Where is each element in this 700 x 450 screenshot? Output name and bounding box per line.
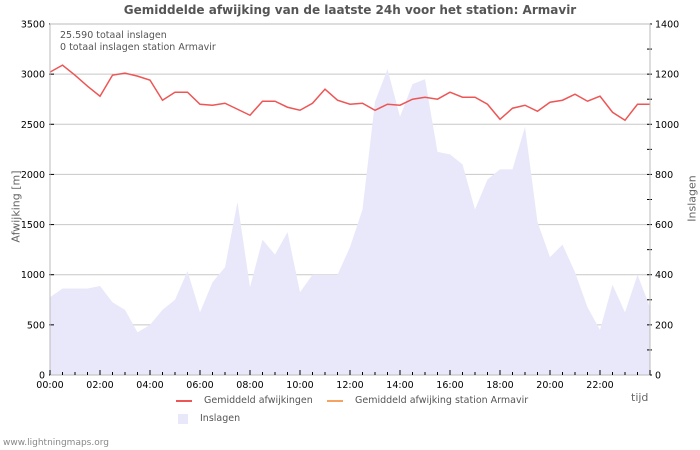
legend-item-inslagen[interactable]: Inslagen [175,413,240,424]
chart-title: Gemiddelde afwijking van de laatste 24h … [123,3,577,17]
svg-text:2500: 2500 [21,120,45,131]
legend-swatch-red-line [176,399,192,402]
legend-item-station-afwijking[interactable]: Gemiddeld afwijking station Armavir [327,395,528,406]
svg-text:2000: 2000 [21,170,45,181]
svg-text:12:00: 12:00 [336,380,363,391]
svg-text:500: 500 [27,320,45,331]
svg-text:02:00: 02:00 [86,380,113,391]
inslagen-area [50,69,650,375]
legend-item-gemiddeld-afwijkingen[interactable]: Gemiddeld afwijkingen [176,395,313,406]
svg-text:16:00: 16:00 [436,380,463,391]
x-axis-label: tijd [631,391,649,404]
gemiddeld-afwijkingen-line [49,64,650,122]
svg-text:400: 400 [655,270,673,281]
svg-text:04:00: 04:00 [136,380,163,391]
svg-text:0: 0 [39,371,45,382]
legend-swatch-orange-line [327,399,343,402]
svg-text:800: 800 [655,170,673,181]
svg-text:00:00: 00:00 [36,380,63,391]
total-strikes-text: 25.590 totaal inslagen [60,30,167,41]
svg-text:600: 600 [655,220,673,231]
svg-text:1200: 1200 [655,70,679,81]
svg-text:3500: 3500 [21,20,45,31]
svg-text:06:00: 06:00 [186,380,213,391]
tick-labels: 0 500 1000 1500 2000 2500 3000 3500 0 200 400 600 80… [21,20,679,392]
svg-text:0: 0 [655,371,661,382]
y-axis-left-label: Afwijking [m] [9,170,23,243]
y-axis-right-label: Inslagen [685,175,699,222]
svg-text:18:00: 18:00 [486,380,513,391]
svg-text:200: 200 [655,320,673,331]
svg-text:22:00: 22:00 [586,380,613,391]
legend-label: Gemiddeld afwijkingen [204,395,313,406]
footer-credit: www.lightningmaps.org [3,438,109,448]
axes [49,23,652,376]
legend-label: Inslagen [200,413,241,424]
svg-text:1000: 1000 [21,270,45,281]
station-strikes-text: 0 totaal inslagen station Armavir [60,42,216,53]
svg-text:1000: 1000 [655,120,679,131]
svg-text:3000: 3000 [21,70,45,81]
svg-text:20:00: 20:00 [536,380,563,391]
svg-text:14:00: 14:00 [386,380,413,391]
svg-text:1400: 1400 [655,20,679,31]
legend-label: Gemiddeld afwijking station Armavir [355,395,529,406]
svg-text:10:00: 10:00 [286,380,313,391]
svg-text:08:00: 08:00 [236,380,263,391]
svg-text:1500: 1500 [21,220,45,231]
legend-swatch-area [178,413,188,424]
